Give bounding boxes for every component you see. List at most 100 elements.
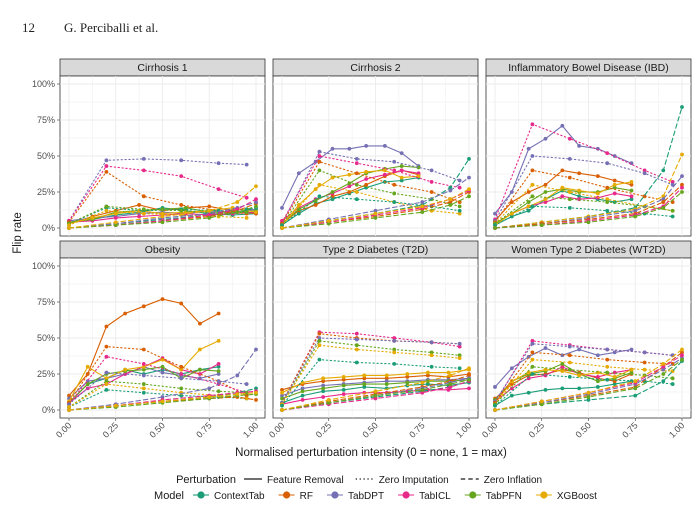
data-point-tabpfn [467,377,471,382]
data-point-tabpfn [633,214,638,219]
data-point-tabpfn [567,367,572,372]
data-point-contexttab [300,393,305,398]
data-point-tabdpt [633,208,638,213]
data-point-xgboost [633,379,638,384]
data-point-tabpfn [586,395,591,399]
data-point-tabpfn [539,223,544,228]
legend-swatch-dot-tabdpt [331,491,339,499]
series-line-tabpfn-zero-imputation [281,169,461,226]
data-point-tabdpt [216,379,221,384]
data-point-tabdpt [420,200,425,204]
data-point-tabpfn [392,347,397,352]
data-point-tabdpt [457,178,462,183]
data-point-xgboost [113,403,118,408]
data-point-contexttab [567,374,572,379]
data-point-tabpfn [567,197,572,202]
data-point-contexttab [661,168,666,173]
y-tick-label: 75% [37,115,55,125]
data-point-tabpfn [661,372,666,376]
data-point-xgboost [429,353,434,358]
data-point-tabdpt [137,211,142,216]
data-point-tabpfn [254,204,258,209]
data-point-tabicl [364,177,369,181]
data-point-tabdpt [254,347,258,352]
data-point-tabicl [530,122,535,127]
data-point-tabpfn [493,226,497,230]
data-point-rf [179,203,184,207]
data-point-tabpfn [326,400,331,405]
series-line-tabicl-zero-imputation [494,340,674,404]
data-point-xgboost [67,405,71,410]
data-point-tabdpt [141,156,146,161]
data-point-tabpfn [526,200,531,204]
data-point-tabdpt [642,171,647,176]
data-point-rf [509,200,514,204]
data-point-xgboost [577,188,582,193]
data-point-tabpfn [543,190,548,194]
series-group [280,144,471,230]
data-point-contexttab [605,208,610,213]
data-point-tabdpt [216,372,221,376]
data-point-contexttab [354,197,359,202]
series-line-contexttab-zero-imputation [68,207,248,225]
data-point-contexttab [670,382,675,386]
data-point-tabicl [354,161,359,166]
data-point-rf [680,350,684,355]
data-point-xgboost [67,226,71,230]
data-point-tabdpt [493,211,497,216]
data-point-rf [313,203,318,207]
data-point-tabicl [216,187,221,192]
data-point-tabdpt [160,370,165,375]
gridlines [486,76,691,236]
data-point-tabdpt [280,393,284,398]
x-tick-label: 0.25 [101,420,120,439]
legend-swatch-dot-tabicl [402,491,410,499]
series-line-tabpfn-zero-inflation [281,195,470,229]
data-point-tabpfn [467,194,471,199]
data-point-tabpfn [670,208,675,213]
data-point-rf [67,393,71,398]
data-point-xgboost [446,370,451,375]
data-point-tabpfn [420,387,425,392]
data-point-xgboost [530,182,535,187]
data-point-contexttab [526,208,531,213]
data-point-tabdpt [384,379,389,384]
data-point-xgboost [85,364,90,369]
page-header: 12 G. Perciballi et al. [22,20,158,36]
data-point-tabpfn [605,200,610,204]
data-point-tabicl [567,136,572,141]
data-point-contexttab [543,387,548,392]
data-point-tabdpt [373,208,378,213]
data-point-xgboost [67,223,71,228]
panel-cirrhosis-1: Cirrhosis 1 0% 25% 50% 75% 100% [32,58,266,237]
data-point-tabpfn [321,386,326,391]
data-point-tabpfn [392,191,397,196]
data-point-xgboost [560,185,565,190]
data-point-tabdpt [629,347,634,352]
series-line-contexttab-zero-imputation [281,359,461,407]
panel-title: Type 2 Diabetes (T2D) [323,244,429,256]
series-line-tabdpt-zero-imputation [494,343,674,402]
data-point-xgboost [104,382,109,386]
data-point-tabpfn [425,379,430,384]
data-point-contexttab [493,403,497,408]
data-point-xgboost [526,370,531,375]
data-point-xgboost [207,395,212,399]
series-line-xgboost-zero-inflation [281,367,470,411]
series-line-tabpfn-zero-inflation [494,191,683,229]
data-point-tabdpt [207,386,212,391]
data-point-contexttab [633,393,638,398]
data-point-xgboost [207,208,212,213]
x-tick-label: 0.00 [54,420,73,439]
series-line-tabpfn-zero-imputation [68,205,248,225]
data-point-contexttab [530,204,535,209]
data-point-rf [198,321,202,326]
data-point-tabpfn [179,208,184,213]
panel-title: Women Type 2 Diabetes (WT2D) [511,244,665,256]
series-line-tabdpt-zero-inflation [494,357,683,411]
data-point-tabicl [680,353,684,358]
panel-women-type-2-diabetes-wt2d: Women Type 2 Diabetes (WT2D) 0.00 0.25 0.50… [480,240,692,440]
data-point-contexttab [661,379,666,384]
data-point-xgboost [330,175,335,180]
data-point-tabpfn [633,386,638,391]
